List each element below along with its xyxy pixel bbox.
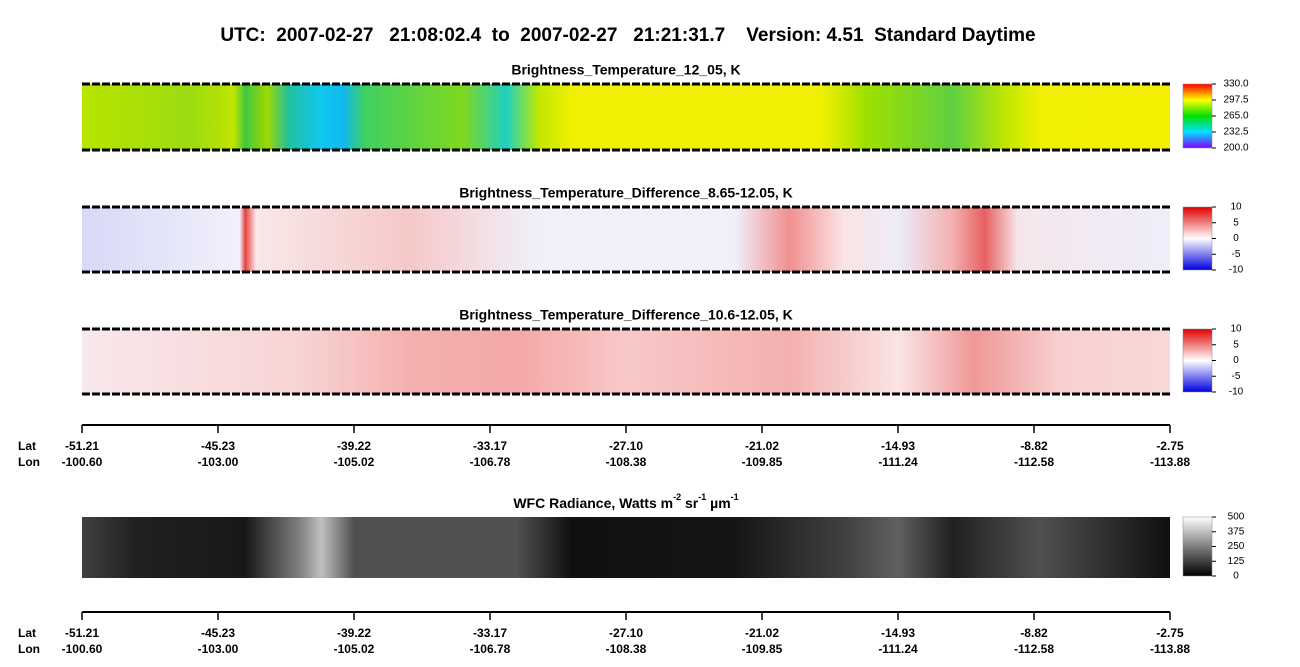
lat-value: -14.93 bbox=[881, 439, 915, 453]
colorbar bbox=[1182, 83, 1213, 149]
panel-title: Brightness_Temperature_12_05, K bbox=[511, 62, 740, 78]
colorbar bbox=[1182, 328, 1213, 393]
colorbar-label: 10 bbox=[1230, 202, 1242, 213]
page-title: UTC: 2007-02-27 21:08:02.4 to 2007-02-27… bbox=[220, 25, 1035, 46]
title-part: µm bbox=[706, 495, 730, 511]
lat-label: Lat bbox=[18, 626, 36, 640]
lon-value: -105.02 bbox=[334, 455, 375, 469]
title-part: -1 bbox=[698, 492, 706, 502]
lat-value: -39.22 bbox=[337, 439, 371, 453]
colorbar-label: -5 bbox=[1232, 371, 1241, 382]
lon-value: -113.88 bbox=[1150, 455, 1190, 469]
lat-value: -2.75 bbox=[1156, 439, 1184, 453]
lon-value: -113.88 bbox=[1150, 642, 1190, 656]
panel-title: Brightness_Temperature_Difference_8.65-1… bbox=[459, 185, 793, 201]
colorbar-label: -10 bbox=[1229, 265, 1244, 276]
lat-value: -14.93 bbox=[881, 626, 915, 640]
colorbar-label: 330.0 bbox=[1223, 79, 1248, 90]
panel-title: Brightness_Temperature_Difference_10.6-1… bbox=[459, 307, 793, 323]
lon-value: -105.02 bbox=[334, 642, 375, 656]
lat-value: -51.21 bbox=[65, 439, 99, 453]
colorbar-label: 375 bbox=[1228, 526, 1245, 537]
lon-value: -100.60 bbox=[62, 642, 103, 656]
lon-label: Lon bbox=[18, 455, 40, 469]
colorbar-label: 500 bbox=[1228, 512, 1245, 523]
colorbar-label: -10 bbox=[1229, 387, 1244, 398]
lat-label: Lat bbox=[18, 439, 36, 453]
lon-value: -103.00 bbox=[198, 642, 239, 656]
lon-value: -109.85 bbox=[742, 642, 783, 656]
title-part: WFC Radiance, Watts m bbox=[513, 495, 673, 511]
lat-value: -27.10 bbox=[609, 439, 643, 453]
lon-value: -103.00 bbox=[198, 455, 239, 469]
colorbar-label: 0 bbox=[1233, 233, 1239, 244]
title-part: -1 bbox=[731, 492, 739, 502]
colorbar-label: -5 bbox=[1232, 249, 1241, 260]
lon-value: -106.78 bbox=[470, 642, 511, 656]
lat-value: -45.23 bbox=[201, 439, 235, 453]
colorbar-label: 250 bbox=[1228, 541, 1245, 552]
lat-value: -2.75 bbox=[1156, 626, 1184, 640]
lon-value: -108.38 bbox=[606, 455, 647, 469]
lat-value: -21.02 bbox=[745, 439, 779, 453]
lon-value: -111.24 bbox=[878, 455, 918, 469]
colorbar bbox=[1182, 206, 1213, 271]
colorbar-label: 0 bbox=[1233, 571, 1239, 582]
image-strip bbox=[82, 84, 1170, 150]
colorbar bbox=[1182, 516, 1213, 577]
lon-value: -106.78 bbox=[470, 455, 511, 469]
title-part: sr bbox=[681, 495, 699, 511]
lat-value: -51.21 bbox=[65, 626, 99, 640]
panel-title: WFC Radiance, Watts m-2 sr-1 µm-1 bbox=[513, 492, 738, 510]
lon-value: -112.58 bbox=[1014, 455, 1054, 469]
colorbar-label: 10 bbox=[1230, 324, 1242, 335]
lat-value: -45.23 bbox=[201, 626, 235, 640]
lat-value: -21.02 bbox=[745, 626, 779, 640]
lon-value: -111.24 bbox=[878, 642, 918, 656]
image-strip bbox=[82, 329, 1170, 394]
lat-value: -8.82 bbox=[1020, 626, 1048, 640]
lon-value: -109.85 bbox=[742, 455, 783, 469]
title-part: -2 bbox=[673, 492, 681, 502]
image-strip bbox=[82, 207, 1170, 272]
lon-value: -100.60 bbox=[62, 455, 103, 469]
lat-value: -27.10 bbox=[609, 626, 643, 640]
lat-value: -33.17 bbox=[473, 626, 507, 640]
colorbar-label: 125 bbox=[1228, 556, 1245, 567]
image-strip bbox=[82, 517, 1170, 578]
colorbar-label: 297.5 bbox=[1223, 95, 1248, 106]
colorbar-label: 0 bbox=[1233, 355, 1239, 366]
colorbar-label: 5 bbox=[1233, 217, 1239, 228]
colorbar-label: 265.0 bbox=[1223, 111, 1248, 122]
colorbar-label: 232.5 bbox=[1223, 127, 1248, 138]
colorbar-label: 200.0 bbox=[1223, 143, 1248, 154]
lat-value: -33.17 bbox=[473, 439, 507, 453]
lat-value: -8.82 bbox=[1020, 439, 1048, 453]
lon-label: Lon bbox=[18, 642, 40, 656]
lon-value: -108.38 bbox=[606, 642, 647, 656]
lon-value: -112.58 bbox=[1014, 642, 1054, 656]
lat-value: -39.22 bbox=[337, 626, 371, 640]
colorbar-label: 5 bbox=[1233, 339, 1239, 350]
